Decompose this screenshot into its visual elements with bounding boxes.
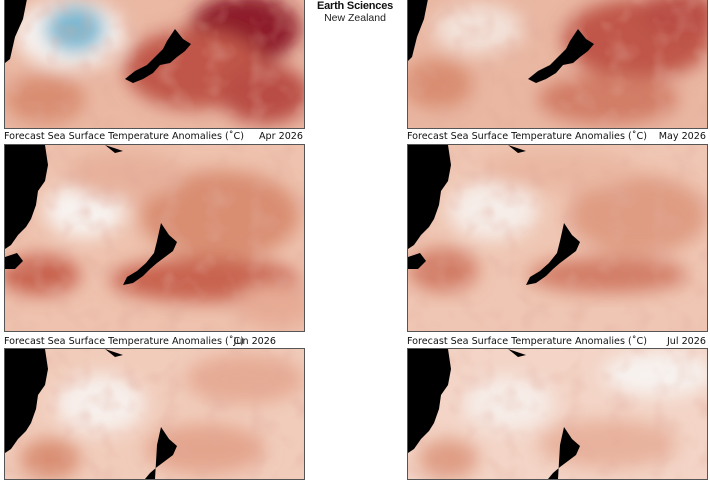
sst-map-bot-right <box>408 349 707 479</box>
new-zealand-shape <box>528 29 594 83</box>
map-panel-mid-left <box>4 144 305 332</box>
panel-caption-mid-right: Forecast Sea Surface Temperature Anomali… <box>407 131 707 143</box>
caption-date: Jul 2026 <box>666 336 706 347</box>
panel-caption-mid-left: Forecast Sea Surface Temperature Anomali… <box>4 131 304 143</box>
new-zealand-shape <box>548 427 580 479</box>
map-panel-bot-left <box>4 348 305 480</box>
caption-date: May 2026 <box>658 131 706 142</box>
caption-title: Forecast Sea Surface Temperature Anomali… <box>4 131 244 142</box>
sst-map-top-left <box>5 0 304 128</box>
new-zealand-shape <box>526 223 580 285</box>
caption-title: Forecast Sea Surface Temperature Anomali… <box>407 336 647 347</box>
map-panel-bot-right <box>407 348 708 480</box>
caption-title: Forecast Sea Surface Temperature Anomali… <box>4 336 244 347</box>
map-panel-mid-right <box>407 144 708 332</box>
sst-map-top-right <box>408 0 707 128</box>
australia-coast <box>5 145 48 249</box>
map-panel-top-right <box>407 0 708 129</box>
panel-caption-bot-left: Forecast Sea Surface Temperature Anomali… <box>4 336 304 348</box>
new-zealand-shape <box>125 29 191 83</box>
new-zealand-shape <box>145 427 177 479</box>
brand-line-2: New Zealand <box>324 12 386 24</box>
tasmania-shape <box>5 253 23 269</box>
sst-map-mid-left <box>5 145 304 331</box>
map-panel-top-left <box>4 0 305 129</box>
panel-caption-bot-right: Forecast Sea Surface Temperature Anomali… <box>407 336 707 348</box>
new-zealand-shape <box>123 223 177 285</box>
caption-date: Jun 2026 <box>233 336 276 347</box>
brand-line-1: Earth Sciences <box>316 0 394 12</box>
sst-map-bot-left <box>5 349 304 479</box>
sst-map-mid-right <box>408 145 707 331</box>
brand-logo: Earth Sciences New Zealand <box>300 0 410 24</box>
caption-title: Forecast Sea Surface Temperature Anomali… <box>407 131 647 142</box>
caption-date: Apr 2026 <box>258 131 303 142</box>
